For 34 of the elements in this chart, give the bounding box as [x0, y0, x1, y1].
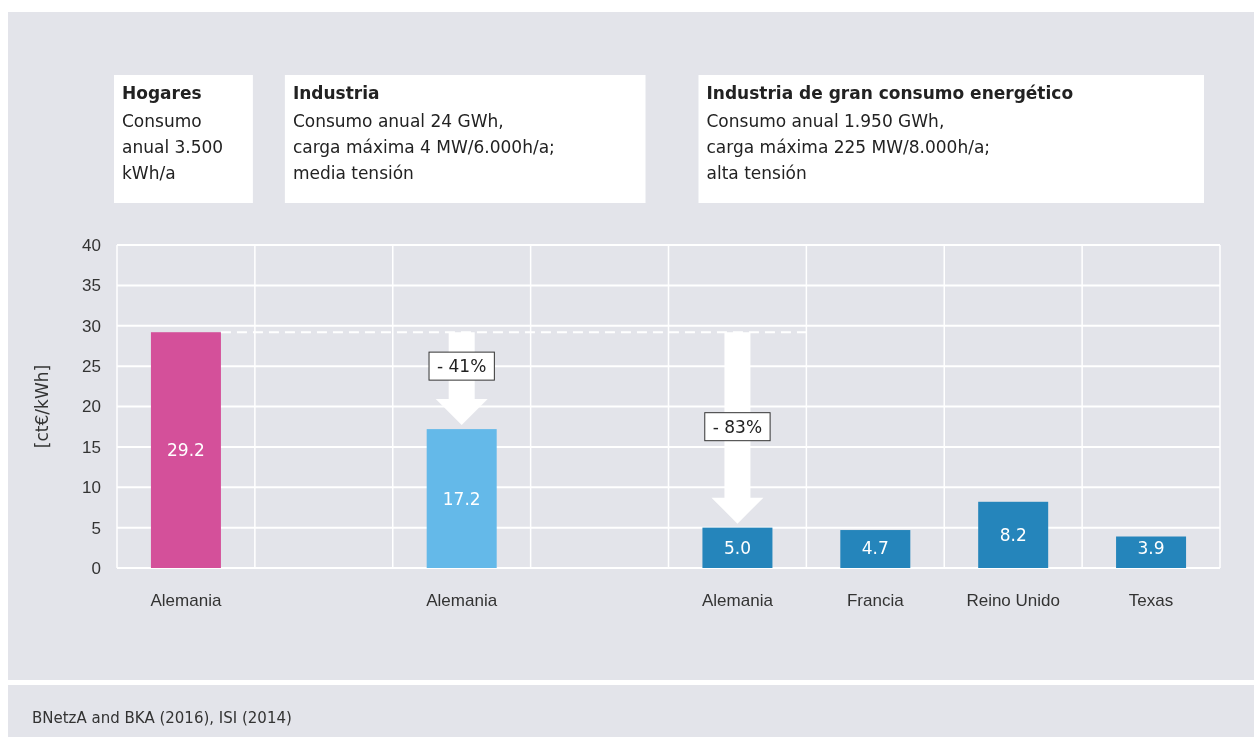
y-tick-label: 20	[82, 397, 101, 417]
text: Industria de gran consumo energético Consumo anual 1.950 GWh, carga máxima 225 MW/8.000h/a; alta tensión	[706, 83, 1074, 183]
text: BNetzA and BKA (2016), ISI (2014)	[32, 709, 292, 727]
x-tick-label: Alemania	[426, 591, 498, 611]
data-label: 4.7	[861, 538, 889, 558]
y-tick-label: 35	[82, 276, 101, 296]
y-tick-label: 10	[82, 478, 101, 498]
x-tick-label: Alemania	[150, 591, 222, 611]
annotation: - 83%	[712, 416, 763, 437]
bar	[840, 530, 911, 568]
x-tick-label: Texas	[1128, 591, 1174, 611]
y-tick-label: 15	[82, 437, 101, 457]
annotation: - 41%	[437, 356, 487, 377]
text: Industria Consumo anual 24 GWh, carga máxima 4 MW/6.000h/a; media tensión	[292, 83, 555, 183]
y-tick-label: 25	[82, 357, 101, 377]
data-label: 3.9	[1137, 538, 1165, 558]
bar	[426, 429, 497, 568]
y-tick-label: 40	[82, 235, 101, 255]
text: Hogares Consumo anual 3.500 kWh/a	[122, 83, 224, 183]
y-tick-label: 5	[91, 518, 101, 538]
bar	[978, 501, 1049, 568]
x-tick-label: Francia	[846, 591, 905, 611]
bar	[1116, 536, 1187, 568]
data-label: 5.0	[723, 537, 751, 558]
y-tick-label: 0	[91, 558, 101, 578]
bar	[702, 527, 773, 568]
data-label: 29.2	[167, 440, 205, 461]
x-tick-label: Alemania	[702, 591, 774, 611]
y-axis-title: [ct€/kWh]	[32, 364, 52, 449]
bar	[150, 332, 221, 568]
data-label: 8.2	[999, 524, 1027, 545]
y-tick-label: 30	[82, 316, 101, 336]
data-label: 17.2	[442, 488, 481, 509]
x-tick-label: Reino Unido	[966, 591, 1060, 611]
